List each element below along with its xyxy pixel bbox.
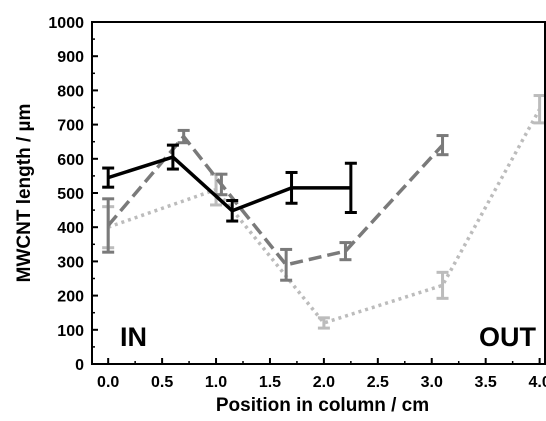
error-bar (317, 316, 330, 330)
series-dashed (102, 128, 449, 282)
error-bar (436, 134, 449, 157)
x-tick-label: 1.0 (205, 374, 227, 391)
y-tick-label: 400 (57, 220, 84, 237)
error-bar (339, 241, 352, 262)
y-tick-label: 500 (57, 186, 84, 203)
y-tick-label: 0 (75, 357, 84, 374)
plot-frame (91, 21, 546, 365)
axes: 0 100 200 300 400 500 600 700 800 900 1000 0.0 0.5 1.… (48, 15, 546, 391)
x-tick-label: 3.5 (475, 374, 497, 391)
annotation-out: OUT (479, 322, 537, 352)
x-tick-label: 0.5 (151, 374, 173, 391)
y-tick-label: 100 (57, 323, 84, 340)
error-bar (226, 199, 239, 223)
error-bar (533, 94, 546, 125)
x-tick-label: 3.0 (421, 374, 443, 391)
error-bar (102, 197, 115, 254)
error-bar (177, 128, 190, 145)
error-bar (215, 172, 228, 197)
x-tick-label: 2.0 (313, 374, 335, 391)
y-tick-label: 1000 (48, 15, 84, 32)
x-tick-label: 4.0 (528, 374, 546, 391)
y-tick-label: 200 (57, 289, 84, 306)
y-tick-label: 900 (57, 49, 84, 66)
y-tick-label: 800 (57, 83, 84, 100)
error-bar (166, 143, 179, 171)
series-line (106, 134, 444, 267)
error-bar (280, 247, 293, 282)
y-axis-label: MWCNT length / µm (14, 104, 35, 283)
x-tick-label: 0.0 (97, 374, 119, 391)
plot-marks (102, 94, 546, 330)
series-solid (102, 143, 357, 223)
x-axis-label: Position in column / cm (216, 395, 429, 416)
x-tick-label: 1.5 (259, 374, 281, 391)
error-bar (344, 161, 357, 214)
x-tick-label: 2.5 (367, 374, 389, 391)
y-tick-label: 600 (57, 152, 84, 169)
series-line (107, 108, 542, 325)
series-line (107, 155, 351, 213)
y-tick-label: 300 (57, 254, 84, 271)
series-dotted (102, 94, 546, 330)
error-bar (102, 166, 115, 189)
error-bar (285, 170, 298, 205)
error-bar (436, 270, 449, 300)
y-tick-label: 700 (57, 118, 84, 135)
annotation-in: IN (120, 322, 147, 352)
